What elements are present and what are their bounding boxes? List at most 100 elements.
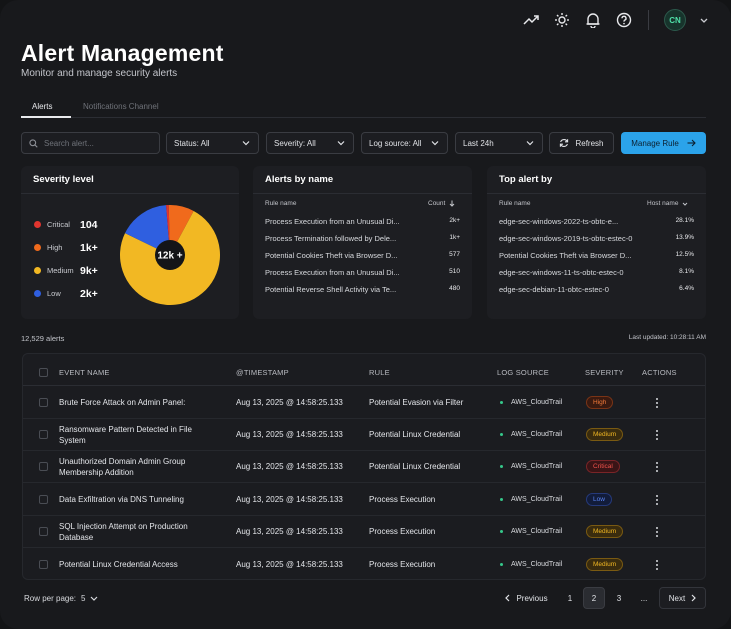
row-checkbox[interactable] (39, 495, 48, 504)
more-actions-icon[interactable] (655, 495, 658, 505)
table-row[interactable]: Brute Force Attack on Admin Panel: Aug 13… (23, 387, 705, 419)
table-header: EVENT NAME @TIMESTAMP RULE LOG SOURCE SE… (23, 354, 705, 386)
page-3[interactable]: 3 (616, 593, 622, 603)
more-actions-icon[interactable] (655, 462, 658, 472)
col-count[interactable]: Count (428, 200, 455, 207)
severity-select[interactable]: Severity: All (266, 132, 354, 154)
severity-pie-chart: 12k + (120, 205, 220, 305)
more-actions-icon[interactable] (655, 527, 658, 537)
row-checkbox[interactable] (39, 462, 48, 471)
chevron-down-icon[interactable] (699, 15, 709, 25)
list-item[interactable]: Process Execution from an Unusual Di... … (265, 217, 460, 231)
more-actions-icon[interactable] (655, 430, 658, 440)
log-source: AWS_CloudTrail (500, 463, 562, 470)
more-actions-icon[interactable] (655, 560, 658, 570)
list-item[interactable]: edge-sec-windows-11-ts-obtc-estec-0 8.1% (499, 268, 694, 282)
select-all-checkbox[interactable] (39, 368, 48, 377)
list-item[interactable]: edge-sec-debian-11-obtc-estec-0 6.4% (499, 285, 694, 299)
host-name: edge-sec-debian-11-obtc-estec-0 (499, 285, 609, 294)
manage-rule-button[interactable]: Manage Rule (621, 132, 706, 154)
sun-icon[interactable] (553, 11, 571, 29)
timestamp: Aug 13, 2025 @ 14:58:25.133 (236, 527, 343, 536)
col-timestamp[interactable]: @TIMESTAMP (236, 368, 289, 377)
table-row[interactable]: Data Exfiltration via DNS Tunneling Aug 1… (23, 484, 705, 516)
log-source-label: AWS_CloudTrail (511, 463, 563, 470)
legend-label: Medium (47, 266, 74, 275)
rule-name: Process Execution from an Unusual Di... (265, 217, 400, 226)
tab-alerts[interactable]: Alerts (32, 102, 53, 111)
top-alert-by-card: Top alert by Rule name Host name edge-se… (487, 166, 706, 319)
col-host-name[interactable]: Host name (647, 200, 688, 207)
percent: 6.4% (679, 285, 694, 292)
col-rule-name: Rule name (499, 200, 531, 207)
table-row[interactable]: Potential Linux Credential Access Aug 13,… (23, 549, 705, 581)
list-item[interactable]: edge-sec-windows-2022-ts-obtc-e... 28.1% (499, 217, 694, 231)
list-item[interactable]: edge-sec-windows-2019-ts-obtc-estec-0 13… (499, 234, 694, 248)
col-severity[interactable]: SEVERITY (585, 368, 624, 377)
row-checkbox[interactable] (39, 527, 48, 536)
rule: Potential Evasion via Filter (369, 398, 464, 407)
rule-name: Process Execution from an Unusual Di... (265, 268, 400, 277)
event-name: Data Exfiltration via DNS Tunneling (59, 495, 184, 504)
pie-slice-low[interactable] (125, 205, 170, 255)
page-2[interactable]: 2 (583, 587, 605, 609)
col-actions: ACTIONS (642, 368, 677, 377)
col-log-source[interactable]: LOG SOURCE (497, 368, 550, 377)
more-actions-icon[interactable] (655, 398, 658, 408)
status-select[interactable]: Status: All (166, 132, 259, 154)
status-dot-icon (500, 563, 503, 566)
legend-label: Low (47, 289, 61, 298)
page-1[interactable]: 1 (567, 593, 573, 603)
status-dot-icon (500, 433, 503, 436)
table-row[interactable]: Ransomware Pattern Detected in File Syst… (23, 419, 705, 451)
log-source-label: AWS_CloudTrail (511, 561, 563, 568)
list-item[interactable]: Process Execution from an Unusual Di... … (265, 268, 460, 282)
search-input[interactable]: Search alert... (21, 132, 160, 154)
row-checkbox[interactable] (39, 398, 48, 407)
help-icon[interactable] (615, 11, 633, 29)
timestamp: Aug 13, 2025 @ 14:58:25.133 (236, 398, 343, 407)
rows-per-page-select[interactable]: Row per page: 5 (24, 594, 98, 603)
col-rule[interactable]: RULE (369, 368, 390, 377)
table-row[interactable]: SQL Injection Attempt on Production Data… (23, 516, 705, 548)
log-source: AWS_CloudTrail (500, 399, 562, 406)
next-button[interactable]: Next (659, 587, 706, 609)
avatar[interactable]: CN (664, 9, 686, 31)
pie-center-label: 12k + (157, 251, 182, 262)
bell-icon[interactable] (584, 11, 602, 29)
log-source: AWS_CloudTrail (500, 561, 562, 568)
alerts-table: EVENT NAME @TIMESTAMP RULE LOG SOURCE SE… (22, 353, 706, 580)
list-item[interactable]: Potential Cookies Theft via Browser D...… (265, 251, 460, 265)
tab-notifications-channel[interactable]: Notifications Channel (83, 102, 159, 111)
search-placeholder: Search alert... (44, 138, 94, 148)
status-select-value: Status: All (174, 138, 210, 148)
medium-dot-icon (34, 267, 41, 274)
legend-value: 1k+ (80, 242, 98, 254)
chevron-left-icon (505, 594, 510, 602)
time-range-select[interactable]: Last 24h (455, 132, 543, 154)
count: 510 (449, 268, 460, 275)
list-item[interactable]: Potential Cookies Theft via Browser D...… (499, 251, 694, 265)
col-event-name[interactable]: EVENT NAME (59, 368, 110, 377)
host-name: edge-sec-windows-2022-ts-obtc-e... (499, 217, 619, 226)
chevron-down-icon (683, 202, 688, 206)
row-checkbox[interactable] (39, 430, 48, 439)
host-name: Potential Cookies Theft via Browser D... (499, 251, 632, 260)
col-host-label: Host name (647, 200, 679, 207)
refresh-button[interactable]: Refresh (549, 132, 614, 154)
rule: Potential Linux Credential (369, 462, 461, 471)
list-item[interactable]: Potential Reverse Shell Activity via Te.… (265, 285, 460, 299)
list-item[interactable]: Process Termination followed by Dele... … (265, 234, 460, 248)
log-source-select[interactable]: Log source: All (361, 132, 448, 154)
row-checkbox[interactable] (39, 560, 48, 569)
event-name: SQL Injection Attempt on Production Data… (59, 522, 188, 542)
severity-select-value: Severity: All (274, 138, 316, 148)
previous-button[interactable]: Previous (497, 587, 556, 609)
severity-badge: Low (586, 493, 612, 506)
log-source-label: AWS_CloudTrail (511, 431, 563, 438)
trending-up-icon[interactable] (522, 11, 540, 29)
rows-per-page-label: Row per page: (24, 594, 77, 603)
divider (21, 193, 239, 194)
table-row[interactable]: Unauthorized Domain Admin Group Membersh… (23, 451, 705, 483)
